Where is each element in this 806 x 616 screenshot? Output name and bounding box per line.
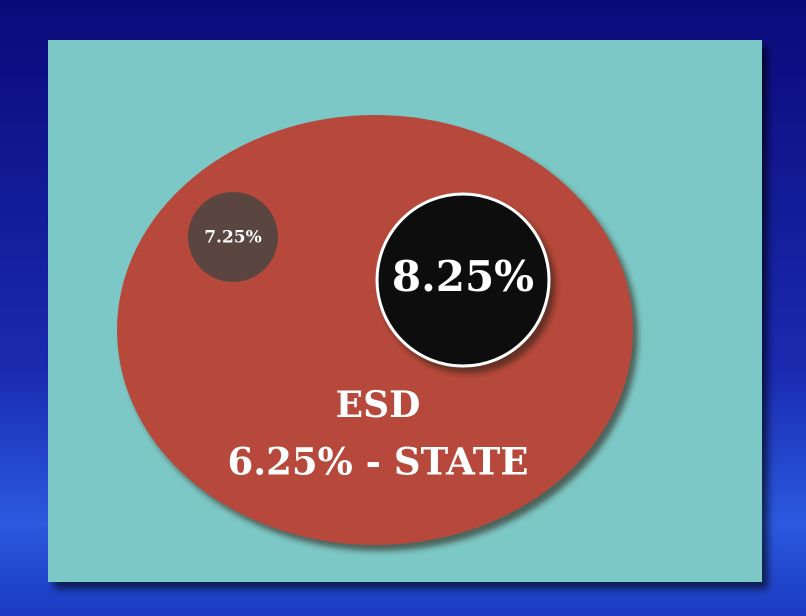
district-label: ESD <box>336 384 421 426</box>
combined-label: 8.25% <box>392 252 534 301</box>
local-label: 7.25% <box>204 228 262 248</box>
combined-circle <box>375 192 551 368</box>
local-circle <box>188 192 278 282</box>
state-label: 6.25% - STATE <box>227 440 528 484</box>
